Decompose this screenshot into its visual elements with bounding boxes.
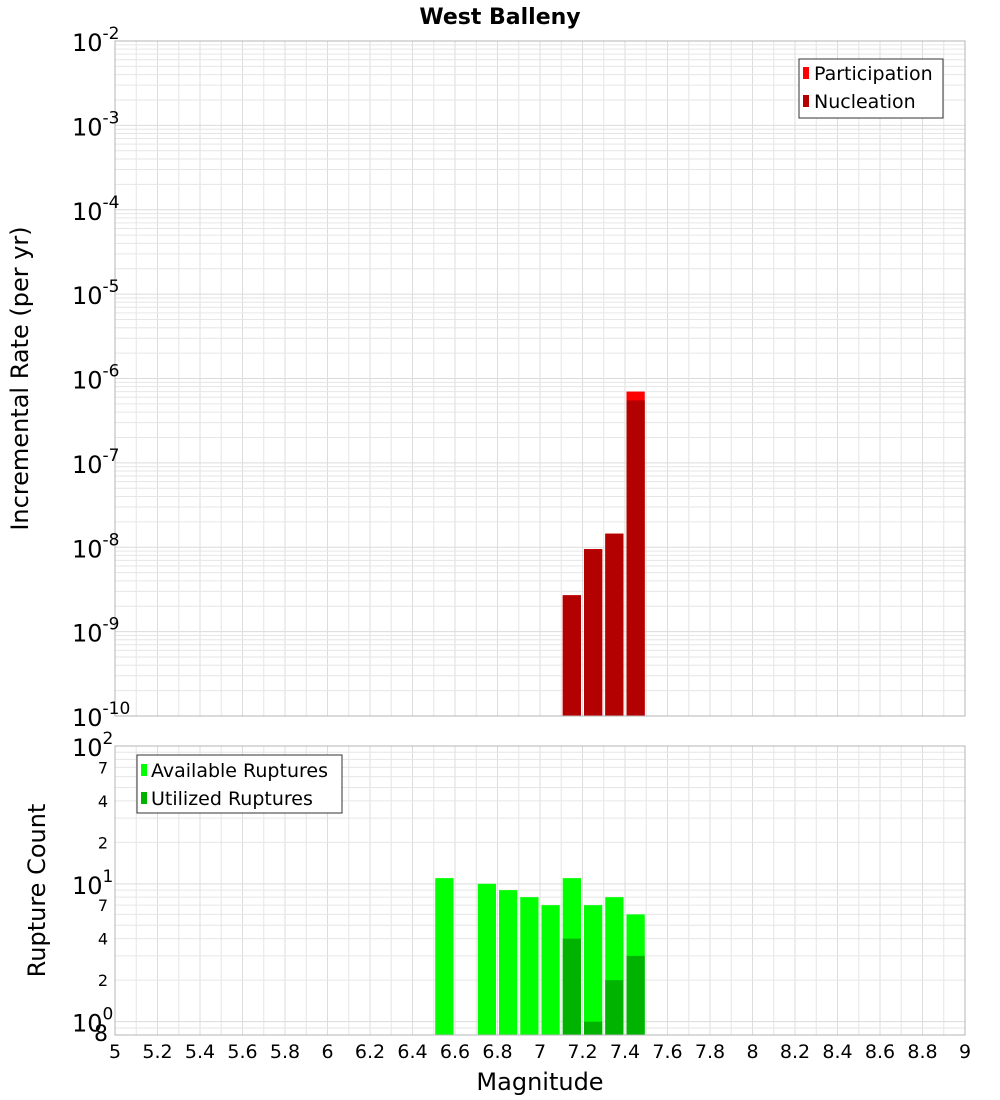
bottom-bar-available-ruptures bbox=[435, 878, 454, 1035]
bottom-y-minor-tick-label: 7 bbox=[98, 758, 108, 777]
bottom-bar-available-ruptures bbox=[520, 897, 539, 1035]
x-tick-label: 6 bbox=[321, 1041, 333, 1063]
top-bar-nucleation bbox=[562, 595, 581, 716]
bottom-y-minor-tick-label: 8 bbox=[94, 1022, 108, 1047]
top-panel-rate: 10-10 10-9 10-8 10-7 10-6 10-5 10-4 10-3 10-2 In… bbox=[6, 24, 966, 732]
x-tick-label: 9 bbox=[959, 1041, 971, 1063]
bottom-panel-legend: Available Ruptures Utilized Ruptures bbox=[136, 754, 343, 814]
x-tick-label: 5.8 bbox=[270, 1041, 300, 1063]
top-y-tick-label: 10-4 bbox=[72, 193, 120, 226]
x-axis-tick-labels: 5 5.2 5.4 5.6 5.8 6 6.2 6.4 6.6 6.8 7 7.2 7.4 7.6 7.8 8… bbox=[109, 1041, 971, 1063]
bottom-y-minor-tick-label: 2 bbox=[98, 971, 108, 990]
top-y-tick-label: 10-5 bbox=[72, 277, 120, 310]
x-axis-label: Magnitude bbox=[476, 1068, 603, 1096]
bottom-bar-available-ruptures bbox=[541, 905, 560, 1035]
legend-entry: Participation bbox=[814, 63, 933, 85]
x-tick-label: 5.2 bbox=[142, 1041, 172, 1063]
bottom-bar-utilized-ruptures bbox=[626, 955, 645, 1035]
legend-swatch bbox=[141, 764, 147, 776]
x-tick-label: 8 bbox=[746, 1041, 758, 1063]
x-tick-label: 7.4 bbox=[610, 1041, 640, 1063]
chart-title: West Balleny bbox=[419, 5, 580, 30]
bottom-panel-bars bbox=[435, 878, 645, 1035]
top-panel-legend: Participation Nucleation bbox=[798, 58, 944, 119]
top-y-tick-label: 10-2 bbox=[72, 24, 120, 57]
bottom-bar-utilized-ruptures bbox=[562, 938, 581, 1035]
bottom-panel-frame bbox=[114, 745, 966, 1036]
x-tick-label: 5.6 bbox=[227, 1041, 257, 1063]
top-y-tick-label: 10-7 bbox=[72, 446, 120, 479]
bottom-y-minor-tick-label: 4 bbox=[98, 792, 108, 811]
bottom-panel-y-tick-labels: 100 101 102 8 2 4 7 2 4 7 bbox=[72, 729, 113, 1047]
x-tick-label: 6.6 bbox=[440, 1041, 470, 1063]
x-tick-label: 8.4 bbox=[822, 1041, 852, 1063]
bottom-y-minor-tick-label: 7 bbox=[98, 896, 108, 915]
x-tick-label: 8.2 bbox=[780, 1041, 810, 1063]
x-tick-label: 7 bbox=[534, 1041, 546, 1063]
x-tick-label: 6.4 bbox=[397, 1041, 427, 1063]
top-bar-nucleation bbox=[605, 533, 624, 716]
x-tick-label: 5.4 bbox=[185, 1041, 215, 1063]
top-panel-y-axis-label: Incremental Rate (per yr) bbox=[6, 226, 34, 530]
bottom-bar-utilized-ruptures bbox=[605, 980, 624, 1035]
x-tick-label: 7.8 bbox=[695, 1041, 725, 1063]
x-tick-label: 6.8 bbox=[482, 1041, 512, 1063]
top-panel-bars bbox=[562, 391, 645, 716]
top-y-tick-label: 10-10 bbox=[72, 699, 130, 732]
legend-entry: Nucleation bbox=[814, 91, 916, 113]
top-y-tick-label: 10-8 bbox=[72, 530, 120, 563]
bottom-y-tick-label: 100 bbox=[72, 1005, 113, 1038]
bottom-panel-count: 100 101 102 8 2 4 7 2 4 7 5 5.2 5.4 5.6 5.8 6 6.2 6.4 6.6… bbox=[23, 729, 971, 1096]
legend-entry: Available Ruptures bbox=[151, 760, 328, 782]
top-y-tick-label: 10-6 bbox=[72, 362, 120, 395]
legend-box bbox=[136, 754, 343, 814]
x-tick-label: 6.2 bbox=[355, 1041, 385, 1063]
x-tick-label: 8.8 bbox=[907, 1041, 937, 1063]
x-tick-label: 8.6 bbox=[865, 1041, 895, 1063]
bottom-y-minor-tick-label: 4 bbox=[98, 930, 108, 949]
x-tick-label: 7.6 bbox=[652, 1041, 682, 1063]
top-y-tick-label: 10-3 bbox=[72, 108, 120, 141]
legend-box bbox=[798, 58, 944, 119]
legend-entry: Utilized Ruptures bbox=[151, 788, 313, 810]
legend-swatch bbox=[803, 67, 809, 79]
bottom-bar-available-ruptures bbox=[584, 905, 603, 1035]
legend-swatch bbox=[141, 792, 147, 804]
legend-swatch bbox=[803, 95, 809, 107]
bottom-y-tick-label: 101 bbox=[72, 867, 113, 900]
bottom-bar-utilized-ruptures bbox=[584, 1021, 603, 1035]
bottom-y-minor-tick-label: 2 bbox=[98, 833, 108, 852]
top-bar-nucleation bbox=[584, 549, 603, 716]
x-tick-label: 7.2 bbox=[567, 1041, 597, 1063]
top-y-tick-label: 10-9 bbox=[72, 615, 120, 648]
top-bar-nucleation bbox=[626, 400, 645, 716]
bottom-panel-y-axis-label: Rupture Count bbox=[23, 804, 51, 978]
bottom-y-tick-label: 102 bbox=[72, 729, 113, 762]
top-panel-grid bbox=[114, 40, 966, 717]
bottom-bar-available-ruptures bbox=[477, 883, 496, 1035]
top-panel-y-tick-labels: 10-10 10-9 10-8 10-7 10-6 10-5 10-4 10-3 10-2 bbox=[72, 24, 130, 732]
x-tick-label: 5 bbox=[109, 1041, 121, 1063]
bottom-bar-available-ruptures bbox=[499, 890, 518, 1035]
top-panel-frame bbox=[114, 40, 966, 717]
